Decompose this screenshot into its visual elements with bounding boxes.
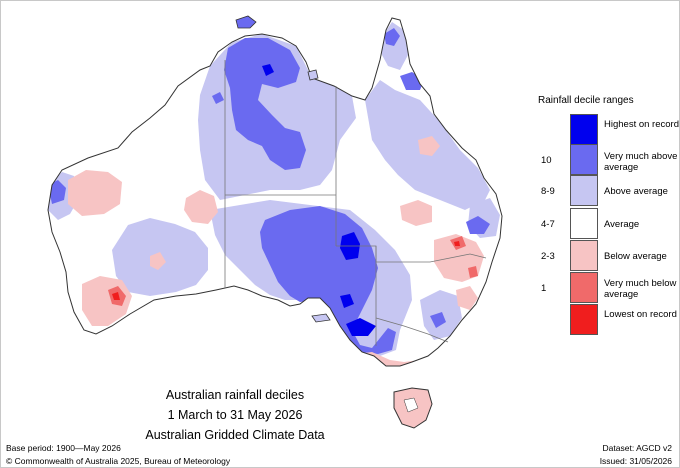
very-much-above-se: [430, 312, 446, 328]
legend-decile-1: 1: [541, 283, 547, 294]
highest-on-record-nt: [262, 64, 274, 76]
legend-swatch-very-much-above: [570, 144, 598, 175]
lowest-on-record-sw: [112, 292, 120, 300]
legend-label-lowest: Lowest on record: [604, 309, 677, 320]
legend-swatch-above: [570, 175, 598, 206]
legend-swatch-lowest: [570, 304, 598, 335]
kangaroo-island: [311, 313, 331, 323]
map-caption-period: 1 March to 31 May 2026: [167, 408, 303, 422]
legend-swatch-highest: [570, 114, 598, 145]
below-average-wa-1: [68, 170, 122, 216]
base-period-note: Base period: 1900—May 2026: [6, 443, 121, 453]
nsw-qld-border: [376, 253, 487, 263]
very-much-above-nw-blob: [48, 180, 66, 204]
legend-label-average: Average: [604, 219, 640, 230]
highest-on-record-lake: [340, 294, 354, 308]
coastline: [47, 17, 503, 367]
very-much-above-east: [466, 216, 490, 234]
below-average-wa-2: [184, 190, 218, 224]
below-average-qld: [418, 136, 440, 156]
legend-label-very-much-below: Very much below average: [604, 278, 677, 300]
rainfall-decile-map: [47, 15, 503, 429]
legend-decile-8-9: 8-9: [541, 186, 555, 197]
tasmania-island-patch: [403, 397, 419, 413]
legend-swatch-very-much-below: [570, 272, 598, 303]
map-caption-source: Australian Gridded Climate Data: [145, 428, 325, 442]
legend-label-below: Below average: [604, 251, 667, 262]
legend-label-very-much-above: Very much above average: [604, 151, 678, 173]
legend-label-above: Above average: [604, 186, 668, 197]
dataset-note: Dataset: AGCD v2: [602, 443, 672, 453]
below-average-west-small: [150, 252, 166, 270]
very-much-above-top-end: [224, 38, 306, 170]
issued-date: Issued: 31/05/2026: [599, 456, 672, 466]
below-average-nsw: [400, 200, 432, 226]
legend-label-highest: Highest on record: [604, 119, 679, 130]
legend-decile-4-7: 4-7: [541, 219, 555, 230]
legend-swatch-below: [570, 240, 598, 271]
legend-decile-2-3: 2-3: [541, 251, 555, 262]
very-much-above-cape: [384, 28, 400, 46]
legend-swatch-average: [570, 208, 598, 239]
very-much-below-east-2: [468, 266, 478, 278]
legend-decile-10: 10: [541, 155, 552, 166]
melville-island: [235, 15, 257, 29]
highest-on-record-south: [346, 318, 376, 336]
copyright-note: © Commonwealth of Australia 2025, Bureau…: [6, 456, 231, 466]
legend-title: Rainfall decile ranges: [538, 95, 634, 106]
groote-island: [307, 69, 319, 81]
very-much-above-top-islands: [212, 92, 224, 104]
very-much-above-lake-eyre: [260, 206, 396, 354]
state-borders: [224, 60, 487, 346]
lowest-on-record-east: [454, 241, 460, 246]
nsw-vic-border: [375, 317, 449, 343]
map-caption-title: Australian rainfall deciles: [165, 388, 305, 402]
below-average-east-2: [456, 286, 478, 310]
